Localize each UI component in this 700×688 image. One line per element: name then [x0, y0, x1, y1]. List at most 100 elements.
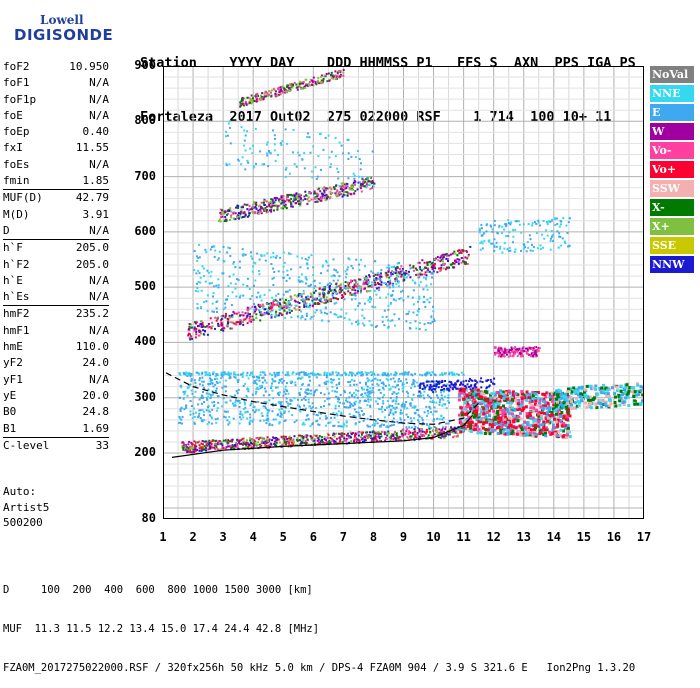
- echo-dot: [211, 282, 213, 284]
- echo-dot: [205, 447, 207, 449]
- echo-dot: [274, 444, 276, 446]
- echo-dot: [616, 389, 619, 392]
- echo-dot: [239, 402, 241, 404]
- echo-dot: [263, 255, 265, 257]
- echo-dot: [285, 441, 287, 443]
- x-tick-label: 16: [607, 530, 621, 544]
- x-tick-label: 6: [310, 530, 317, 544]
- echo-dot: [550, 240, 552, 242]
- echo-dot: [276, 255, 278, 257]
- echo-dot: [540, 244, 542, 246]
- echo-dot: [457, 258, 459, 260]
- param-key: h`F2: [3, 257, 30, 273]
- echo-dot: [234, 312, 236, 314]
- echo-dot: [337, 279, 339, 281]
- echo-dot: [423, 385, 425, 387]
- echo-dot: [332, 371, 334, 373]
- echo-dot: [396, 398, 398, 400]
- echo-dot: [198, 329, 200, 331]
- echo-dot: [398, 282, 400, 284]
- echo-dot: [324, 288, 326, 290]
- echo-dot: [251, 319, 253, 321]
- x-tick-label: 15: [577, 530, 591, 544]
- echo-dot: [233, 274, 235, 276]
- echo-dot: [620, 397, 623, 400]
- echo-dot: [369, 301, 371, 303]
- echo-dot: [212, 373, 214, 375]
- echo-dot: [229, 321, 231, 323]
- echo-dot: [511, 407, 514, 410]
- echo-dot: [305, 442, 307, 444]
- echo-dot: [349, 294, 351, 296]
- echo-dot: [226, 419, 228, 421]
- echo-dot: [480, 224, 482, 226]
- echo-dot: [416, 437, 418, 439]
- echo-dot: [371, 282, 373, 284]
- echo-dot: [358, 302, 360, 304]
- echo-dot: [351, 375, 353, 377]
- echo-dot: [301, 399, 303, 401]
- echo-dot: [360, 291, 362, 293]
- echo-dot: [336, 391, 338, 393]
- echo-dot: [198, 244, 200, 246]
- echo-dot: [276, 442, 278, 444]
- echo-dot: [382, 396, 384, 398]
- echo-dot: [446, 407, 448, 409]
- echo-dot: [466, 257, 468, 259]
- echo-dot: [373, 438, 375, 440]
- echo-dot: [257, 444, 259, 446]
- echo-dot: [336, 298, 338, 300]
- echo-dot: [496, 242, 498, 244]
- echo-dot: [236, 390, 238, 392]
- echo-dot: [526, 391, 529, 394]
- echo-dot: [478, 428, 481, 431]
- echo-dot: [396, 421, 398, 423]
- echo-dot: [421, 374, 423, 376]
- param-value: N/A: [89, 273, 109, 289]
- echo-dot: [432, 321, 434, 323]
- echo-dot: [291, 442, 293, 444]
- echo-dot: [427, 271, 429, 273]
- echo-dot: [306, 279, 308, 281]
- echo-dot: [490, 392, 493, 395]
- echo-dot: [341, 435, 343, 437]
- echo-dot: [423, 277, 425, 279]
- echo-dot: [294, 397, 296, 399]
- echo-dot: [361, 371, 363, 373]
- echo-dot: [330, 299, 332, 301]
- echo-dot: [333, 379, 335, 381]
- echo-dot: [294, 382, 296, 384]
- echo-dot: [230, 282, 232, 284]
- echo-dot: [271, 317, 273, 319]
- echo-dot: [441, 386, 443, 388]
- echo-dot: [510, 402, 513, 405]
- echo-dot: [270, 387, 272, 389]
- echo-dot: [553, 393, 556, 396]
- echo-dot: [299, 411, 301, 413]
- echo-dot: [359, 432, 361, 434]
- echo-dot: [393, 377, 395, 379]
- echo-dot: [398, 378, 400, 380]
- echo-dot: [406, 391, 408, 393]
- echo-dot: [391, 319, 393, 321]
- echo-dot: [365, 278, 367, 280]
- echo-dot: [356, 384, 358, 386]
- echo-dot: [211, 447, 213, 449]
- echo-dot: [538, 222, 540, 224]
- echo-dot: [346, 269, 348, 271]
- auto-program: Artist5: [3, 500, 49, 516]
- echo-dot: [379, 389, 381, 391]
- echo-dot: [378, 278, 380, 280]
- echo-dot: [348, 374, 350, 376]
- echo-dot: [290, 296, 292, 298]
- echo-dot: [325, 307, 327, 309]
- echo-dot: [321, 319, 323, 321]
- echo-dot: [457, 433, 459, 435]
- echo-dot: [504, 395, 507, 398]
- echo-dot: [427, 289, 429, 291]
- echo-dot: [588, 403, 591, 406]
- echo-dot: [374, 306, 376, 308]
- echo-dot: [394, 408, 396, 410]
- echo-dot: [246, 285, 248, 287]
